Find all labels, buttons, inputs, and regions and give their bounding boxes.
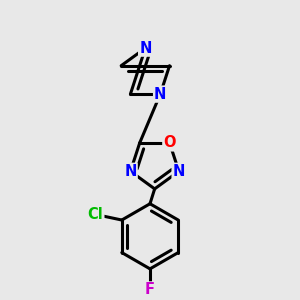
Text: N: N: [124, 164, 137, 179]
Text: N: N: [139, 40, 152, 56]
Text: O: O: [163, 135, 176, 150]
Text: F: F: [145, 282, 155, 297]
Text: N: N: [172, 164, 185, 179]
Text: Cl: Cl: [88, 207, 103, 222]
Text: N: N: [154, 87, 167, 102]
